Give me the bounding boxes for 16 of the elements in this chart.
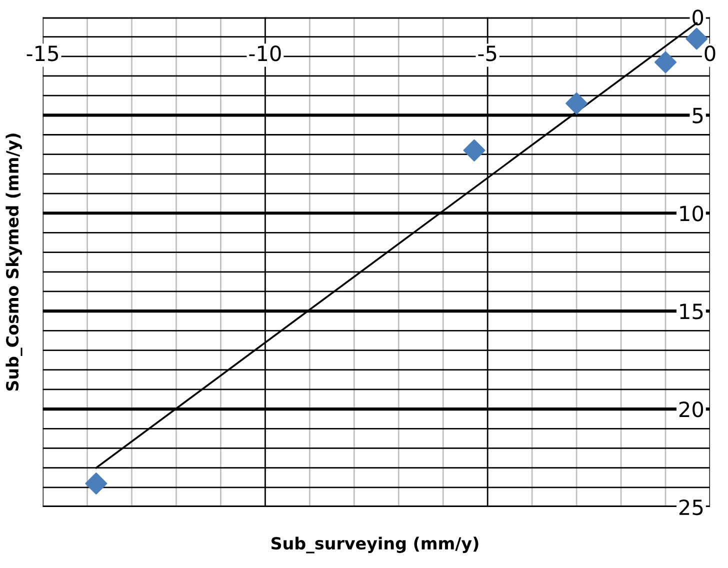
y-tick-label: 15 [680, 304, 703, 320]
x-tick-label: -10 [249, 45, 281, 62]
y-tick-label: 0 [692, 10, 704, 26]
x-tick-label: 0 [704, 45, 716, 62]
y-tick-label: 20 [679, 401, 704, 418]
point [463, 139, 486, 162]
point [566, 92, 588, 114]
y-tick-label: 10 [680, 206, 704, 222]
y-tick-label: 25 [679, 499, 703, 516]
x-axis-title: Sub_surveying (mm/y) [271, 536, 478, 554]
x-tick-label: -5 [478, 46, 496, 62]
point [85, 472, 108, 494]
x-tick-label: -15 [26, 46, 58, 62]
y-tick-label: 5 [692, 108, 703, 124]
y-axis-title: Sub_Cosmo Skymed (mm/y) [6, 134, 22, 391]
point [654, 51, 677, 74]
